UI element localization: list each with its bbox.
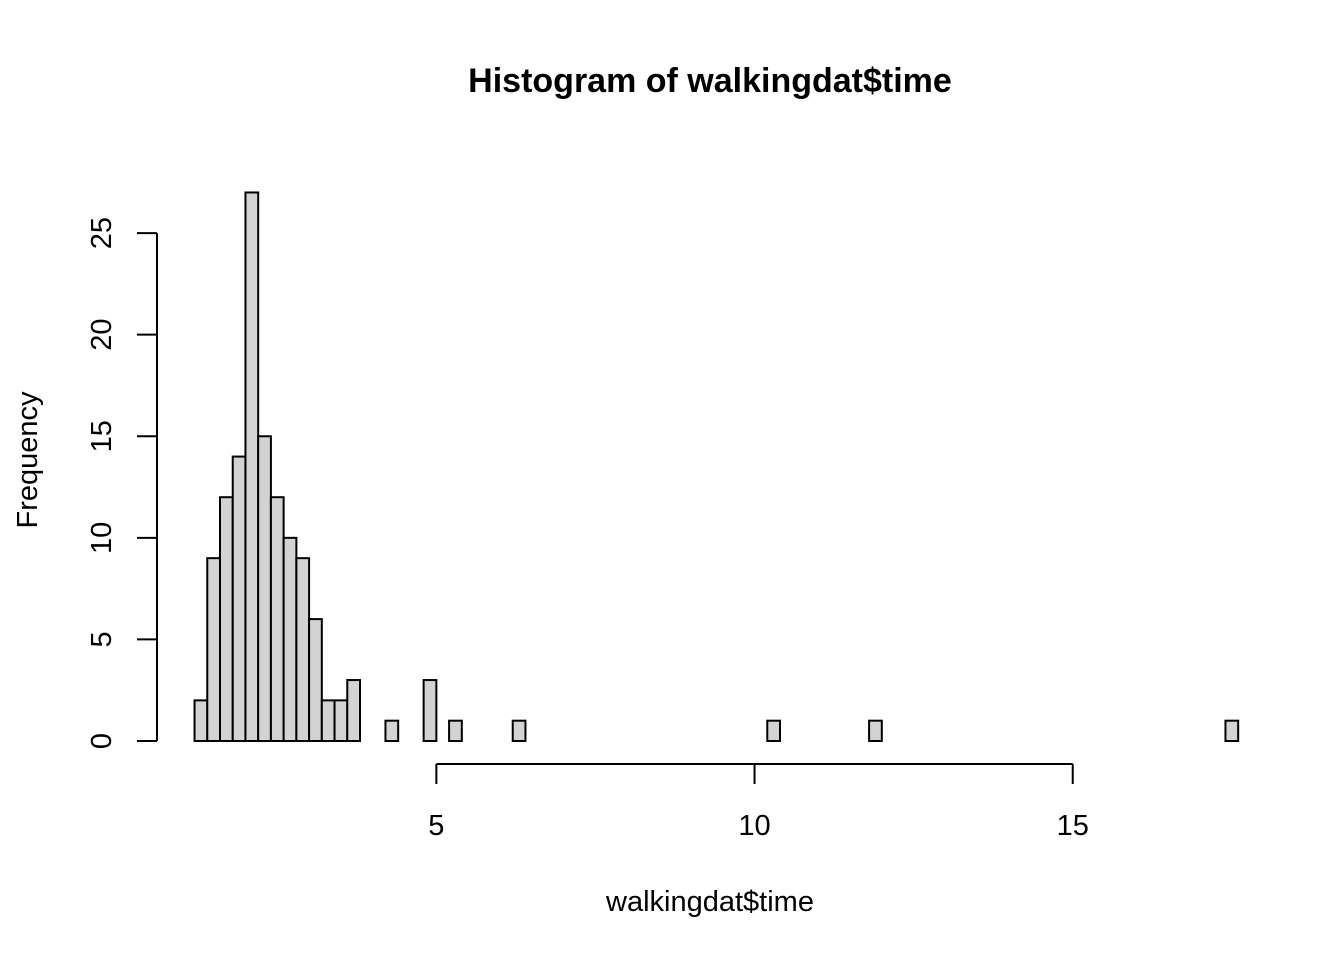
y-axis-title: Frequency: [12, 391, 44, 529]
y-tick-label: 5: [86, 631, 118, 647]
histogram-bar: [766, 719, 781, 742]
y-tick-label: 20: [86, 319, 118, 351]
histogram-bar: [422, 679, 438, 742]
histogram-bar: [231, 455, 247, 742]
x-tick-label: 10: [738, 810, 770, 842]
histogram-bar: [1224, 719, 1240, 742]
histogram-bar: [333, 699, 349, 742]
histogram-bar: [320, 699, 336, 742]
histogram-bar: [244, 191, 260, 742]
y-tick-label: 0: [86, 733, 118, 749]
histogram-bar: [384, 719, 400, 742]
histogram-bar: [193, 699, 209, 742]
x-tick-label: 15: [1057, 810, 1089, 842]
histogram-bar: [868, 719, 883, 742]
y-tick-label: 10: [86, 522, 118, 554]
histogram-bar: [269, 496, 285, 743]
bars-group: [193, 191, 1240, 743]
histogram-bar: [219, 496, 234, 743]
x-tick-label: 5: [428, 810, 444, 842]
histogram-bar: [295, 557, 311, 742]
y-tick-label: 15: [86, 420, 118, 452]
histogram-bar: [282, 536, 298, 742]
histogram-bar: [511, 719, 527, 742]
histogram-bar: [308, 618, 323, 743]
y-axis: 0 5 10 15 20 25: [86, 217, 158, 749]
y-tick-label: 25: [86, 217, 118, 249]
histogram-bar: [346, 679, 362, 742]
chart-title: Histogram of walkingdat$time: [468, 62, 952, 100]
histogram-bar: [206, 557, 221, 742]
x-axis-title: walkingdat$time: [605, 886, 814, 918]
histogram-bar: [448, 719, 463, 742]
x-axis: 5 10 15: [428, 763, 1089, 842]
histogram-bar: [257, 435, 272, 742]
